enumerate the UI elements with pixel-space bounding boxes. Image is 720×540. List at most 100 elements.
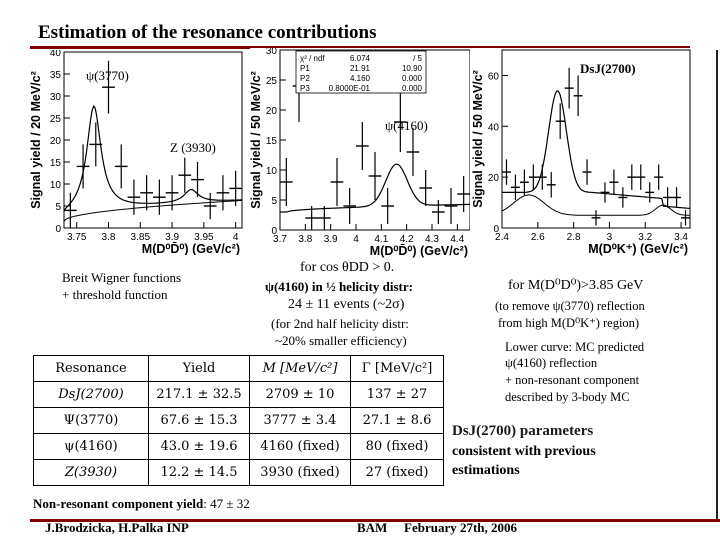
plot-right-panel: 0 20 40 60 2.4 2.6 2.8 3 3.2 3.4 M(D⁰K⁺) (GeV/c²) S… <box>470 48 695 270</box>
x-tick-label: 3.9 <box>324 234 338 245</box>
stats-name: P3 <box>300 84 310 93</box>
y-tick-label: 0 <box>493 224 499 235</box>
dsj-annotation: DsJ(2700) <box>580 61 636 76</box>
x-axis-label: M(D⁰D̄⁰) (GeV/c²) <box>370 244 468 258</box>
z3930-annotation: Z (3930) <box>170 140 216 155</box>
y-tick-label: 0 <box>55 224 61 235</box>
note-for-mass: for M(D⁰D⁰)>3.85 GeV <box>508 278 644 293</box>
cell-width: 27 (fixed) <box>350 459 444 486</box>
plot-mid-panel: 0 5 10 15 20 25 30 3.7 3.8 3.9 4 4.1 4.2 4.3 4.4 M(D⁰D̄… <box>249 46 475 263</box>
x-tick-label: 2.8 <box>567 232 581 243</box>
note-breit-wigner-2: + threshold function <box>62 287 168 302</box>
plot-left-panel: 0 5 10 15 20 25 30 35 40 3.75 3.8 3.85 3.9 3.95 4 M(D⁰D… <box>28 48 248 256</box>
plot-left-svg: 0 5 10 15 20 25 30 35 40 3.75 3.8 3.85 3.9 3.95 4M(D⁰D… <box>29 48 243 256</box>
y-tick-label: 20 <box>488 173 500 184</box>
footer-rule <box>30 519 720 522</box>
x-tick-label: 3 <box>607 232 613 243</box>
stats-value: 4.160 <box>350 74 371 83</box>
y-tick-label: 30 <box>50 92 62 103</box>
cell-yield: 217.1 ± 32.5 <box>148 381 250 408</box>
table-header-row: Resonance Yield M [MeV/c²] Γ [MeV/c²] <box>33 355 444 382</box>
x-tick-label: 3.95 <box>194 232 214 243</box>
cell-mass: 3777 ± 3.4 <box>249 407 351 434</box>
x-tick-label: 3.4 <box>674 232 688 243</box>
stats-value: 21.91 <box>350 64 371 73</box>
stats-error: 0.000 <box>402 84 423 93</box>
y-tick-label: 40 <box>488 122 500 133</box>
header-width: Γ [MeV/c²] <box>350 355 444 382</box>
y-tick-label: 60 <box>488 71 500 82</box>
cell-width: 80 (fixed) <box>350 433 444 460</box>
cell-resonance: Ψ(3770) <box>33 407 149 434</box>
x-axis-label: M(D⁰D̄⁰) (GeV/c²) <box>142 242 240 255</box>
note-dsj-params: DsJ(2700) parameters <box>452 423 594 439</box>
stats-name: χ² / ndf <box>300 54 325 63</box>
stats-box <box>295 50 427 94</box>
stats-name: P2 <box>300 74 310 83</box>
psi3770-annotation: ψ(3770) <box>86 68 129 83</box>
cell-mass: 2709 ± 10 <box>249 381 351 408</box>
x-tick-label: 4.4 <box>450 234 464 245</box>
nonres-label: Non-resonant component yield <box>33 496 204 511</box>
footer-venue: BAM <box>357 520 388 535</box>
note-lower-4: described by 3-body MC <box>505 390 630 404</box>
y-tick-label: 20 <box>266 106 278 117</box>
table-row: Ψ(3770) 67.6 ± 15.3 3777 ± 3.4 27.1 ± 8.… <box>33 407 444 434</box>
note-consistent-2: estimations <box>452 463 520 478</box>
cell-mass: 3930 (fixed) <box>249 459 351 486</box>
slide-title: Estimation of the resonance contribution… <box>38 22 377 43</box>
x-tick-label: 2.6 <box>531 232 545 243</box>
note-remove-1: (to remove ψ(3770) reflection <box>495 299 645 313</box>
note-consistent-1: consistent with previous <box>452 444 596 459</box>
y-axis-label: Signal yield / 50 MeV/c² <box>471 70 485 208</box>
x-axis-label: M(D⁰K⁺) (GeV/c²) <box>588 242 688 256</box>
cell-resonance: ψ(4160) <box>33 433 149 460</box>
table-row: ψ(4160) 43.0 ± 19.6 4160 (fixed) 80 (fix… <box>33 433 444 460</box>
footer-date: February 27th, 2006 <box>404 520 518 535</box>
y-tick-label: 10 <box>50 180 62 191</box>
x-tick-label: 4 <box>353 234 359 245</box>
psi4160-annotation: ψ(4160) <box>385 118 428 133</box>
threshold-curve <box>63 199 243 222</box>
header-mass: M [MeV/c²] <box>249 355 351 382</box>
plot-mid-svg: 0 5 10 15 20 25 30 3.7 3.8 3.9 4 4.1 4.2 4.3 4.4M(D⁰D̄… <box>249 46 471 258</box>
y-tick-label: 35 <box>50 70 62 81</box>
results-table-container: Resonance Yield M [MeV/c²] Γ [MeV/c²] Ds… <box>33 355 444 486</box>
stats-value: 0.8000E-01 <box>329 84 371 93</box>
x-tick-label: 2.4 <box>495 232 509 243</box>
x-tick-label: 3.2 <box>638 232 652 243</box>
y-tick-label: 0 <box>271 226 277 237</box>
note-events: 24 ± 11 events (~2σ) <box>288 297 405 312</box>
header-yield: Yield <box>148 355 250 382</box>
note-psi4160-half: ψ(4160) in ½ helicity distr: <box>265 279 413 294</box>
x-tick-label: 4 <box>233 232 239 243</box>
table-row: DsJ(2700) 217.1 ± 32.5 2709 ± 10 137 ± 2… <box>33 381 444 408</box>
fit-curve <box>502 90 691 209</box>
y-tick-label: 25 <box>50 114 62 125</box>
y-tick-label: 10 <box>266 166 278 177</box>
note-second-half-1: (for 2nd half helicity distr: <box>271 316 409 331</box>
stats-value: 6.074 <box>350 54 371 63</box>
x-tick-label: 3.9 <box>165 232 179 243</box>
x-tick-label: 3.8 <box>102 232 116 243</box>
note-lower-2: ψ(4160) reflection <box>505 356 598 370</box>
y-axis-label: Signal yield / 20 MeV/c² <box>29 71 43 209</box>
y-tick-label: 25 <box>266 76 278 87</box>
x-tick-label: 3.7 <box>273 234 287 245</box>
cell-mass: 4160 (fixed) <box>249 433 351 460</box>
stats-error: 10.90 <box>402 64 423 73</box>
x-tick-label: 3.85 <box>131 232 151 243</box>
header-resonance: Resonance <box>33 355 149 382</box>
y-axis-label: Signal yield / 50 MeV/c² <box>250 71 263 209</box>
note-lower-3: + non-resonant component <box>505 373 640 387</box>
note-breit-wigner-1: Breit Wigner functions <box>62 270 182 285</box>
cell-yield: 12.2 ± 14.5 <box>148 459 250 486</box>
x-tick-label: 4.2 <box>400 234 414 245</box>
note-remove-2: from high M(D⁰K⁺) region) <box>498 316 640 330</box>
stats-error: 0.000 <box>402 74 423 83</box>
note-for-cos: for cos θDD > 0. <box>300 260 395 275</box>
x-tick-label: 3.75 <box>67 232 87 243</box>
note-lower-1: Lower curve: MC predicted <box>505 340 645 354</box>
cell-resonance: Z(3930) <box>33 459 149 486</box>
cell-yield: 67.6 ± 15.3 <box>148 407 250 434</box>
